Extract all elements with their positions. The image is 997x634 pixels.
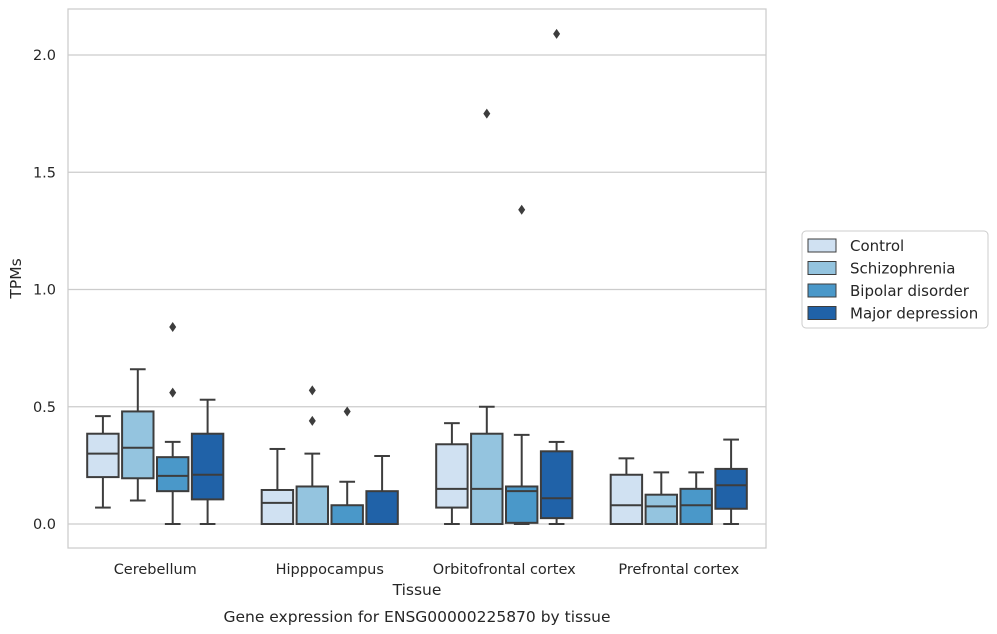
outlier-point — [553, 28, 561, 39]
box-major-depression — [190, 398, 225, 525]
y-tick-label: 1.0 — [33, 283, 56, 299]
box-iqr — [121, 410, 155, 480]
legend-frame — [801, 230, 989, 329]
box-bipolar-disorder — [155, 322, 190, 525]
legend-swatch — [807, 238, 837, 253]
outlier-point — [308, 415, 316, 426]
legend-item: Schizophrenia — [807, 260, 955, 278]
legend: Control Schizophrenia Bipolar disorder Majo… — [801, 230, 989, 329]
box-iqr — [539, 450, 574, 520]
outlier-point — [169, 387, 177, 398]
y-tick-label: 2.0 — [33, 48, 56, 64]
box-iqr — [260, 488, 295, 525]
box-iqr — [504, 485, 539, 524]
box-iqr — [470, 432, 504, 525]
outlier-point — [518, 204, 526, 215]
box-iqr — [86, 432, 120, 479]
x-axis-ticks: Cerebellum Hipppocampus Orbitofrontal cort… — [114, 562, 740, 578]
legend-item: Bipolar disorder — [807, 282, 970, 300]
box-schizophrenia — [295, 385, 330, 526]
legend-label: Schizophrenia — [850, 260, 955, 278]
legend-label: Control — [850, 237, 904, 255]
outlier-point — [308, 385, 316, 396]
x-tick-label: Prefrontal cortex — [618, 562, 739, 578]
box-schizophrenia — [121, 368, 155, 502]
y-tick-label: 0.5 — [33, 400, 56, 416]
box-control — [435, 422, 469, 525]
box-iqr — [155, 456, 190, 493]
outlier-point — [483, 108, 491, 119]
x-tick-label: Orbitofrontal cortex — [433, 562, 576, 578]
box-control — [86, 415, 120, 509]
box-major-depression — [365, 454, 399, 526]
box-schizophrenia — [644, 471, 679, 525]
box-control — [260, 447, 295, 525]
box-bipolar-disorder — [330, 406, 364, 525]
box-iqr — [609, 473, 644, 526]
legend-label: Major depression — [850, 305, 978, 323]
legend-swatch — [807, 283, 837, 298]
box-iqr — [679, 487, 713, 526]
box-bipolar-disorder — [679, 471, 713, 526]
legend-item: Control — [807, 237, 904, 255]
legend-label: Bipolar disorder — [850, 282, 970, 300]
boxes — [86, 28, 748, 526]
box-major-depression — [714, 438, 748, 525]
box-bipolar-disorder — [504, 204, 539, 525]
box-iqr — [330, 504, 364, 525]
legend-item: Major depression — [807, 305, 978, 323]
outlier-point — [343, 406, 351, 417]
box-iqr — [644, 493, 679, 525]
y-tick-label: 0.0 — [33, 517, 56, 533]
box-iqr — [190, 432, 225, 501]
box-iqr — [714, 467, 748, 510]
x-tick-label: Hipppocampus — [276, 562, 384, 578]
figure-caption: Gene expression for ENSG00000225870 by t… — [223, 608, 610, 626]
box-major-depression — [539, 28, 574, 525]
y-tick-label: 1.5 — [33, 165, 56, 181]
box-iqr — [295, 485, 330, 526]
legend-swatch — [807, 261, 837, 275]
box-control — [609, 457, 644, 526]
outlier-point — [169, 322, 177, 333]
legend-swatch — [807, 306, 837, 320]
box-iqr — [365, 490, 399, 526]
x-tick-label: Cerebellum — [114, 562, 197, 578]
y-axis-ticks: 0.0 0.5 1.0 1.5 2.0 — [33, 48, 56, 533]
y-axis-title: TPMs — [7, 258, 25, 299]
x-axis-title: Tissue — [392, 581, 442, 599]
plot-frame — [67, 8, 767, 549]
box-schizophrenia — [470, 108, 504, 525]
box-iqr — [435, 443, 469, 509]
